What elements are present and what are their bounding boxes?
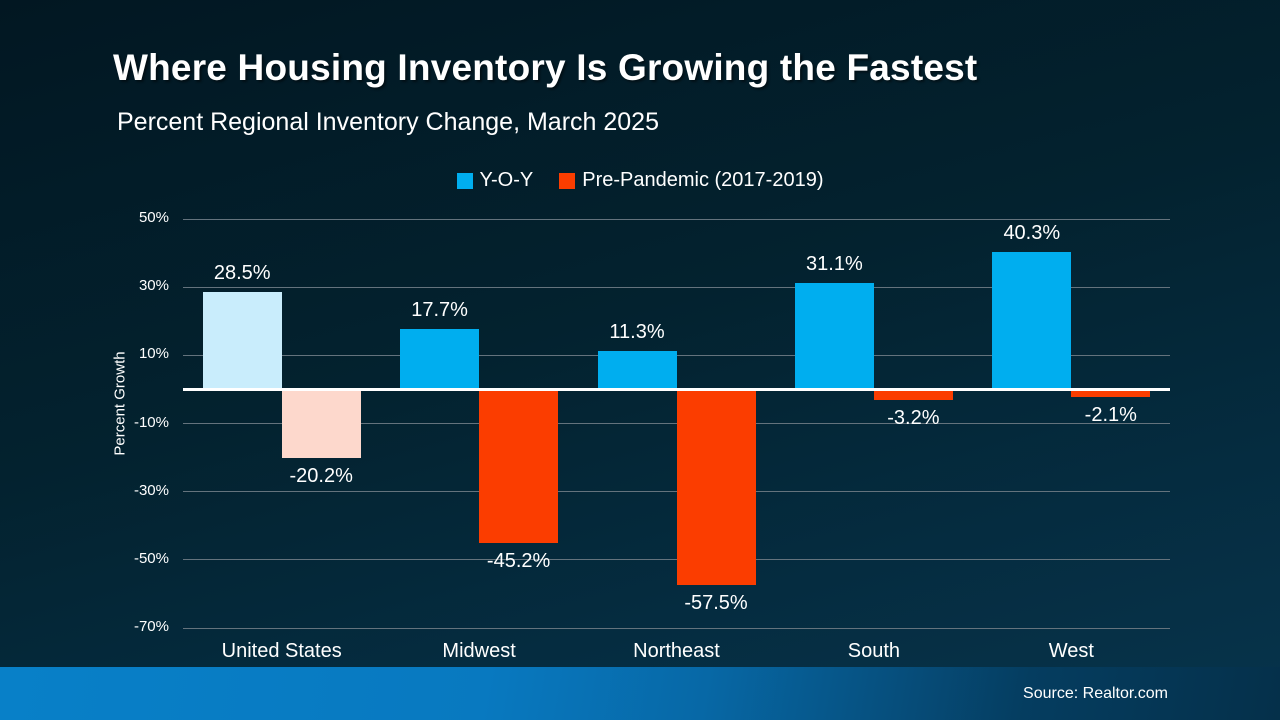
legend-label: Y-O-Y (479, 169, 534, 191)
source-credit: Source: Realtor.com (1023, 684, 1168, 702)
bar-y-o-y-united-states (202, 292, 282, 390)
y-axis-title: Percent Growth (111, 351, 129, 456)
bar-pre-pandemic-2017-2019-midwest (479, 389, 559, 544)
bar-pre-pandemic-2017-2019-united-states (281, 389, 361, 459)
y-tick-label-50: 50% (138, 209, 169, 226)
bar-pre-pandemic-2017-2019-south (873, 389, 953, 401)
x-axis-label-northeast: Northeast (633, 640, 720, 662)
value-label-pre-pandemic-2017-2019-northeast: -57.5% (684, 592, 748, 615)
x-axis-label-west: West (1048, 640, 1094, 662)
bar-y-o-y-midwest (400, 329, 480, 390)
y-tick-label-30: 30% (138, 277, 169, 295)
value-label-y-o-y-west: 40.3% (1003, 222, 1061, 245)
value-label-pre-pandemic-2017-2019-south: -3.2% (887, 407, 940, 430)
y-tick-label--70: -70% (133, 618, 169, 635)
legend-item-pre-pandemic-2017-2019: Pre-Pandemic (2017-2019) (559, 169, 823, 192)
value-label-pre-pandemic-2017-2019-west: -2.1% (1084, 403, 1137, 426)
value-label-y-o-y-united-states: 28.5% (213, 262, 271, 285)
bar-pre-pandemic-2017-2019-northeast (676, 389, 756, 586)
legend-swatch-icon (559, 172, 576, 189)
zero-axis-line (183, 387, 1170, 391)
bar-y-o-y-northeast (597, 350, 677, 390)
bar-pre-pandemic-2017-2019-west (1071, 389, 1151, 397)
y-tick-label--30: -30% (133, 481, 169, 499)
bar-y-o-y-south (794, 283, 874, 390)
chart-legend: Y-O-Y Pre-Pandemic (2017-2019) (0, 169, 1280, 192)
legend-item-y-o-y: Y-O-Y (456, 169, 534, 192)
value-label-y-o-y-south: 31.1% (806, 253, 863, 276)
chart-subtitle: Percent Regional Inventory Change, March… (117, 108, 659, 136)
x-axis-label-midwest: Midwest (442, 640, 516, 662)
x-axis-label-south: South (847, 640, 901, 662)
value-label-y-o-y-midwest: 17.7% (411, 299, 468, 322)
bar-y-o-y-west (992, 252, 1072, 390)
chart-title: Where Housing Inventory Is Growing the F… (113, 47, 978, 88)
value-label-y-o-y-northeast: 11.3% (609, 320, 665, 343)
gridline-10 (183, 354, 1170, 356)
y-tick-label--50: -50% (133, 549, 169, 567)
legend-label: Pre-Pandemic (2017-2019) (582, 169, 824, 191)
gridline-50 (183, 218, 1170, 220)
value-label-pre-pandemic-2017-2019-midwest: -45.2% (486, 550, 551, 573)
legend-swatch-icon (456, 172, 473, 189)
gridline--70 (183, 627, 1170, 629)
y-tick-label-10: 10% (138, 345, 169, 363)
footer-bar: Source: Realtor.com (0, 667, 1280, 720)
y-tick-label--10: -10% (133, 413, 169, 431)
gridline-30 (183, 286, 1170, 288)
x-axis-label-united-states: United States (221, 640, 342, 662)
value-label-pre-pandemic-2017-2019-united-states: -20.2% (289, 465, 353, 488)
